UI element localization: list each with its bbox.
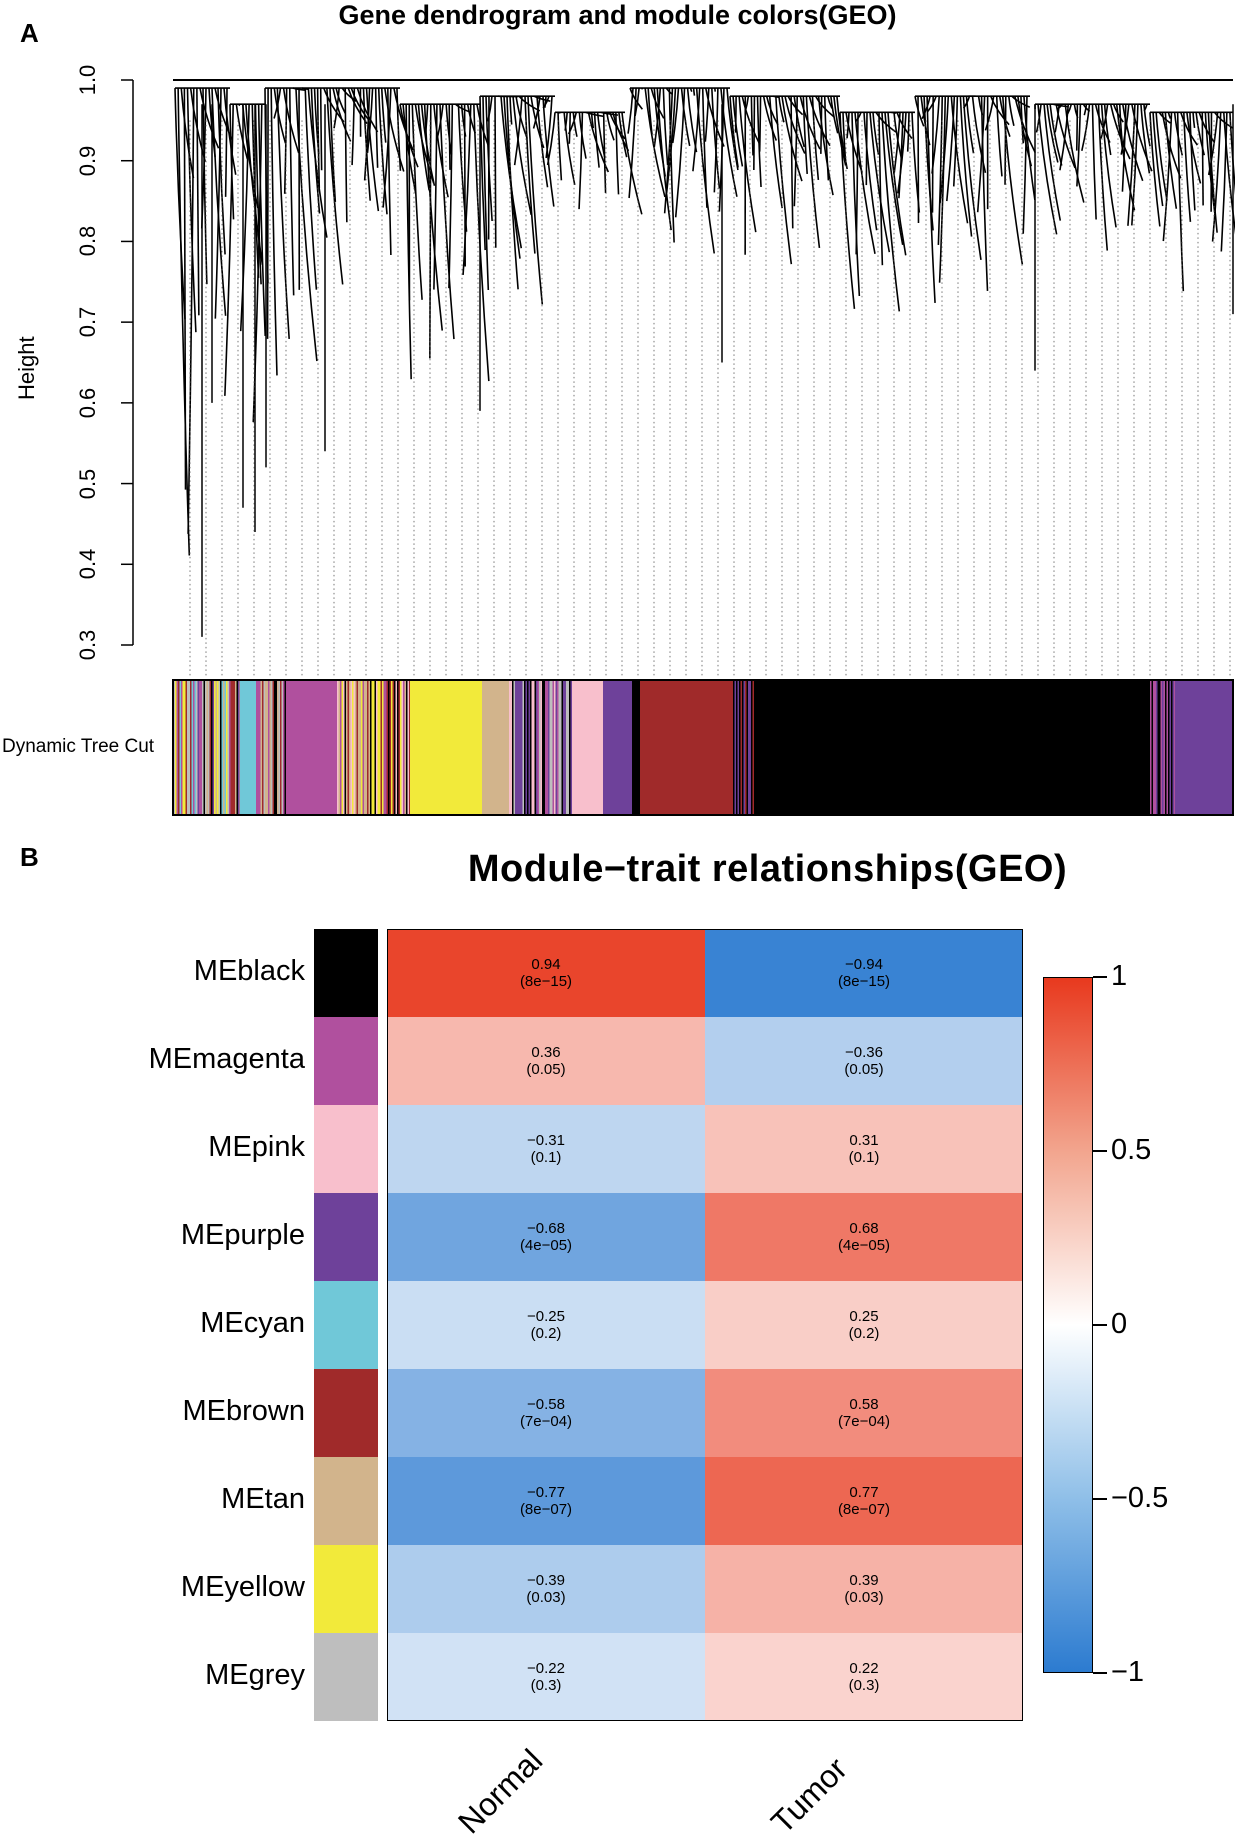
cell-pvalue: (8e−15) — [837, 973, 891, 990]
colorbar-tick-label: 0.5 — [1111, 1134, 1152, 1166]
cell-pvalue: (0.03) — [526, 1589, 566, 1606]
cell-pvalue: (7e−04) — [519, 1413, 573, 1430]
cell-pvalue: (0.1) — [848, 1149, 880, 1166]
dynamic-tree-cut-label: Dynamic Tree Cut — [2, 736, 155, 757]
panel-b-label: B — [20, 842, 39, 872]
cell-correlation: 0.39 — [849, 1572, 879, 1589]
cell-pvalue: (8e−07) — [519, 1501, 573, 1518]
cell-correlation: −0.94 — [845, 956, 883, 973]
cell-correlation: −0.22 — [527, 1660, 565, 1677]
column-label: Tumor — [764, 1750, 854, 1841]
heatmap-frame — [387, 929, 1023, 1721]
cell-pvalue: (0.1) — [530, 1149, 562, 1166]
cell-pvalue: (0.3) — [848, 1677, 880, 1694]
module-color-swatch — [314, 1281, 378, 1369]
cell-correlation: 0.22 — [849, 1660, 879, 1677]
module-color-swatch — [314, 1193, 378, 1281]
cell-correlation: 0.36 — [531, 1044, 561, 1061]
cell-pvalue: (4e−05) — [519, 1237, 573, 1254]
cell-correlation: 0.58 — [849, 1396, 879, 1413]
heatmap-cell: 0.68 (4e−05) — [705, 1193, 1023, 1281]
module-color-swatch — [314, 1633, 378, 1721]
module-color-swatch — [314, 1105, 378, 1193]
heatmap-cell: 0.36 (0.05) — [387, 1017, 705, 1105]
colorbar-tick-label: −0.5 — [1111, 1482, 1169, 1514]
module-label: MEbrown — [182, 1395, 306, 1427]
module-color-swatch — [314, 929, 378, 1017]
colorbar-tick-label: 0 — [1111, 1308, 1128, 1340]
module-label: MEcyan — [200, 1307, 305, 1339]
heatmap-cell: 0.22 (0.3) — [705, 1633, 1023, 1721]
module-color-swatch — [314, 1017, 378, 1105]
cell-correlation: −0.58 — [527, 1396, 565, 1413]
heatmap-cell: −0.58 (7e−04) — [387, 1369, 705, 1457]
heatmap-cell: 0.94 (8e−15) — [387, 929, 705, 1017]
cell-pvalue: (0.05) — [526, 1061, 566, 1078]
cell-pvalue: (0.2) — [848, 1325, 880, 1342]
module-label: MEtan — [221, 1483, 305, 1515]
cell-pvalue: (7e−04) — [837, 1413, 891, 1430]
cell-correlation: −0.31 — [527, 1132, 565, 1149]
cell-correlation: 0.77 — [849, 1484, 879, 1501]
module-label: MEyellow — [180, 1571, 305, 1603]
cell-pvalue: (0.05) — [844, 1061, 884, 1078]
module-color-bar — [172, 679, 1234, 816]
heatmap-cell: −0.25 (0.2) — [387, 1281, 705, 1369]
colorbar-gradient — [1043, 977, 1093, 1673]
module-color-swatch — [314, 1457, 378, 1545]
cell-correlation: −0.39 — [527, 1572, 565, 1589]
heatmap-title: Module−trait relationships(GEO) — [467, 848, 1068, 890]
cell-correlation: −0.25 — [527, 1308, 565, 1325]
cell-pvalue: (0.2) — [530, 1325, 562, 1342]
heatmap-cell: −0.77 (8e−07) — [387, 1457, 705, 1545]
colorbar-tick — [1093, 1498, 1107, 1500]
heatmap-cell: −0.39 (0.03) — [387, 1545, 705, 1633]
module-label: MEpink — [208, 1131, 305, 1163]
colorbar-tick — [1093, 1672, 1107, 1674]
colorbar-tick-label: 1 — [1111, 960, 1128, 992]
dendrogram-branches — [173, 79, 1235, 637]
cell-pvalue: (8e−15) — [519, 973, 573, 990]
dendrogram-plot — [121, 79, 1235, 816]
cell-correlation: 0.25 — [849, 1308, 879, 1325]
dendrogram-title: Gene dendrogram and module colors(GEO) — [338, 0, 897, 30]
heatmap-cell: 0.25 (0.2) — [705, 1281, 1023, 1369]
module-color-swatch — [314, 1545, 378, 1633]
cell-correlation: 0.31 — [849, 1132, 879, 1149]
heatmap-cell: −0.68 (4e−05) — [387, 1193, 705, 1281]
heatmap-cell: −0.36 (0.05) — [705, 1017, 1023, 1105]
module-color-swatch — [314, 1369, 378, 1457]
cell-correlation: −0.68 — [527, 1220, 565, 1237]
module-label: MEgrey — [205, 1659, 305, 1691]
panel-a-label: A — [20, 18, 39, 48]
colorbar-tick — [1093, 1324, 1107, 1326]
cell-correlation: −0.77 — [527, 1484, 565, 1501]
heatmap-cell: 0.77 (8e−07) — [705, 1457, 1023, 1545]
cell-pvalue: (0.3) — [530, 1677, 562, 1694]
column-label: Normal — [451, 1742, 550, 1841]
module-label: MEpurple — [180, 1219, 305, 1251]
heatmap-cell: 0.39 (0.03) — [705, 1545, 1023, 1633]
heatmap-cell: 0.31 (0.1) — [705, 1105, 1023, 1193]
cell-correlation: 0.68 — [849, 1220, 879, 1237]
cell-correlation: 0.94 — [531, 956, 561, 973]
heatmap-cell: −0.31 (0.1) — [387, 1105, 705, 1193]
cell-pvalue: (8e−07) — [837, 1501, 891, 1518]
cell-correlation: −0.36 — [845, 1044, 883, 1061]
module-label: MEblack — [193, 955, 305, 987]
colorbar-tick-label: −1 — [1111, 1656, 1145, 1688]
colorbar-tick — [1093, 976, 1107, 978]
cell-pvalue: (0.03) — [844, 1589, 884, 1606]
heatmap-cell: 0.58 (7e−04) — [705, 1369, 1023, 1457]
heatmap-cell: −0.22 (0.3) — [387, 1633, 705, 1721]
module-label: MEmagenta — [148, 1043, 305, 1075]
cell-pvalue: (4e−05) — [837, 1237, 891, 1254]
colorbar-tick — [1093, 1150, 1107, 1152]
heatmap-cell: −0.94 (8e−15) — [705, 929, 1023, 1017]
